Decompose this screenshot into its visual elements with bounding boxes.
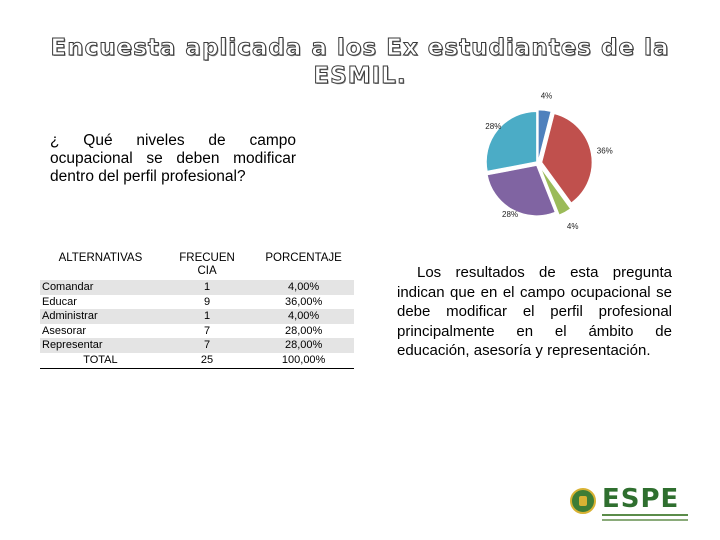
table-header-row: ALTERNATIVAS FRECUENCIA PORCENTAJE xyxy=(40,252,354,280)
pie-chart: 4% 36% 4% 28% 28% xyxy=(450,88,620,238)
pie-label-comandar: 4% xyxy=(541,92,553,101)
table-row: Administrar 1 4,00% xyxy=(40,309,354,324)
cell-percentage: 28,00% xyxy=(253,338,354,353)
header-porcentaje: PORCENTAJE xyxy=(253,252,354,280)
cell-frequency: 9 xyxy=(161,295,253,310)
cell-total-label: TOTAL xyxy=(40,353,161,368)
cell-percentage: 36,00% xyxy=(253,295,354,310)
cell-frequency: 1 xyxy=(161,309,253,324)
cell-alternative: Administrar xyxy=(40,309,161,324)
slide-title: Encuesta aplicada a los Ex estudiantes d… xyxy=(40,34,680,90)
cell-percentage: 4,00% xyxy=(253,280,354,295)
frequency-table: ALTERNATIVAS FRECUENCIA PORCENTAJE Coman… xyxy=(40,252,354,369)
table-row: Representar 7 28,00% xyxy=(40,338,354,353)
cell-alternative: Educar xyxy=(40,295,161,310)
pie-slice-representar xyxy=(486,112,536,171)
pie-label-educar: 36% xyxy=(597,146,613,155)
espe-wordmark: ESPE xyxy=(602,484,679,514)
logo-underline xyxy=(602,514,688,516)
table-row: Asesorar 7 28,00% xyxy=(40,324,354,339)
header-alternativas: ALTERNATIVAS xyxy=(40,252,161,280)
conclusion-body: Los resultados de esta pregunta indican … xyxy=(397,264,672,359)
pie-label-asesorar: 28% xyxy=(502,210,518,219)
cell-percentage: 4,00% xyxy=(253,309,354,324)
cell-total-percentage: 100,00% xyxy=(253,353,354,368)
header-frecuencia: FRECUENCIA xyxy=(161,252,253,280)
cell-frequency: 7 xyxy=(161,324,253,339)
university-seal-icon xyxy=(570,488,596,514)
cell-alternative: Representar xyxy=(40,338,161,353)
pie-label-administrar: 4% xyxy=(567,222,579,231)
cell-total-frequency: 25 xyxy=(161,353,253,368)
pie-label-representar: 28% xyxy=(485,122,501,131)
cell-frequency: 1 xyxy=(161,280,253,295)
survey-question: ¿ Qué niveles de campo ocupacional se de… xyxy=(50,132,296,186)
cell-alternative: Comandar xyxy=(40,280,161,295)
table-row: Educar 9 36,00% xyxy=(40,295,354,310)
conclusion-text: Los resultados de esta pregunta indican … xyxy=(397,263,672,361)
table-total-row: TOTAL 25 100,00% xyxy=(40,353,354,368)
espe-logo: ESPE xyxy=(566,484,690,524)
pie-slice-asesorar xyxy=(487,166,555,216)
logo-underline-secondary xyxy=(602,519,688,521)
cell-percentage: 28,00% xyxy=(253,324,354,339)
cell-alternative: Asesorar xyxy=(40,324,161,339)
cell-frequency: 7 xyxy=(161,338,253,353)
table-row: Comandar 1 4,00% xyxy=(40,280,354,295)
